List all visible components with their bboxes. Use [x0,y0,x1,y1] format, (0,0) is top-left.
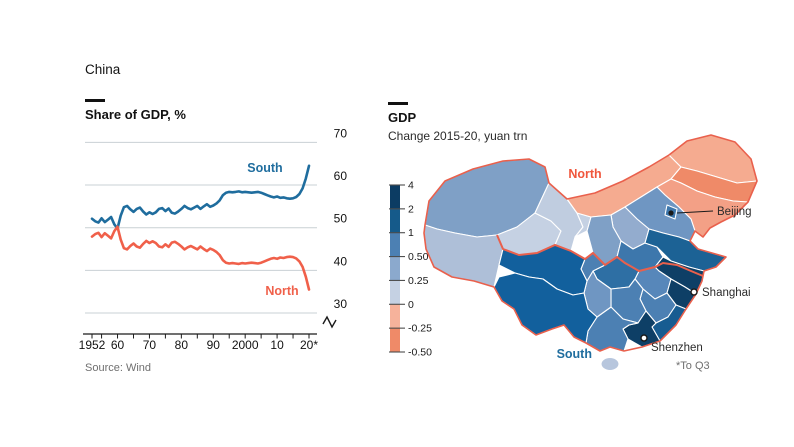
x-tick-label: 80 [175,338,189,352]
line-chart: 70 60 50 40 30 1952 60 70 80 90 2000 10 20* South Nort… [79,126,348,352]
legend-tick-label: 0 [408,299,414,311]
legend-segment [390,208,400,233]
x-tick-label: 60 [111,338,125,352]
south-region-label: South [557,347,592,361]
map-subtitle: Change 2015-20, yuan trn [388,129,528,143]
axis-break-icon [322,315,337,329]
beijing-label: Beijing [717,206,752,218]
map-title: GDP [388,110,417,125]
legend-segment [390,256,400,281]
china-map: 4 2 1 0.50 0.25 0 -0.25 -0.50 [389,134,758,372]
series-line-north [90,225,311,291]
region-hainan [600,356,620,372]
legend-segment [390,232,400,257]
legend-segment [390,280,400,305]
series-line-south [90,164,311,230]
shenzhen-marker [640,334,648,342]
x-tick-label: 2000 [232,338,259,352]
y-tick-label: 60 [334,169,348,183]
legend-tick-label: -0.25 [408,323,432,335]
legend-segment [390,304,400,329]
figure-title: China [85,62,121,77]
y-tick-label: 50 [334,212,348,226]
south-series-label: South [247,161,282,175]
shanghai-marker [690,288,698,296]
shenzhen-label: Shenzhen [651,342,703,354]
x-tick-label: 70 [143,338,157,352]
north-region-label: North [568,167,601,181]
legend-tick-label: 1 [408,227,414,239]
legend-tick-label: 4 [408,180,414,192]
left-tag-rule [85,99,105,102]
map-legend: 4 2 1 0.50 0.25 0 -0.25 -0.50 [389,180,432,359]
x-tick-label: 10 [270,338,284,352]
legend-tick-label: 2 [408,203,414,215]
source-note: Source: Wind [85,362,152,374]
y-tick-label: 30 [334,297,348,311]
province-regions [423,134,758,372]
legend-segment [390,328,400,352]
beijing-marker [668,210,674,216]
beijing-callout-line [676,210,714,214]
x-tick-label: 20* [300,338,318,352]
left-chart-title: Share of GDP, % [85,107,186,122]
north-series-label: North [265,284,298,298]
shanghai-label: Shanghai [702,287,751,299]
legend-tick-label: 0.50 [408,251,429,263]
legend-segment [390,185,400,209]
x-tick-label: 1952 [79,338,106,352]
legend-tick-label: -0.50 [408,347,432,359]
legend-tick-label: 0.25 [408,275,429,287]
north-south-divide-line [496,234,704,277]
x-tick-label: 90 [207,338,221,352]
right-tag-rule [388,102,408,105]
y-tick-label: 70 [334,126,348,140]
map-footnote: *To Q3 [676,360,710,372]
y-tick-label: 40 [334,254,348,268]
country-border [423,134,758,352]
